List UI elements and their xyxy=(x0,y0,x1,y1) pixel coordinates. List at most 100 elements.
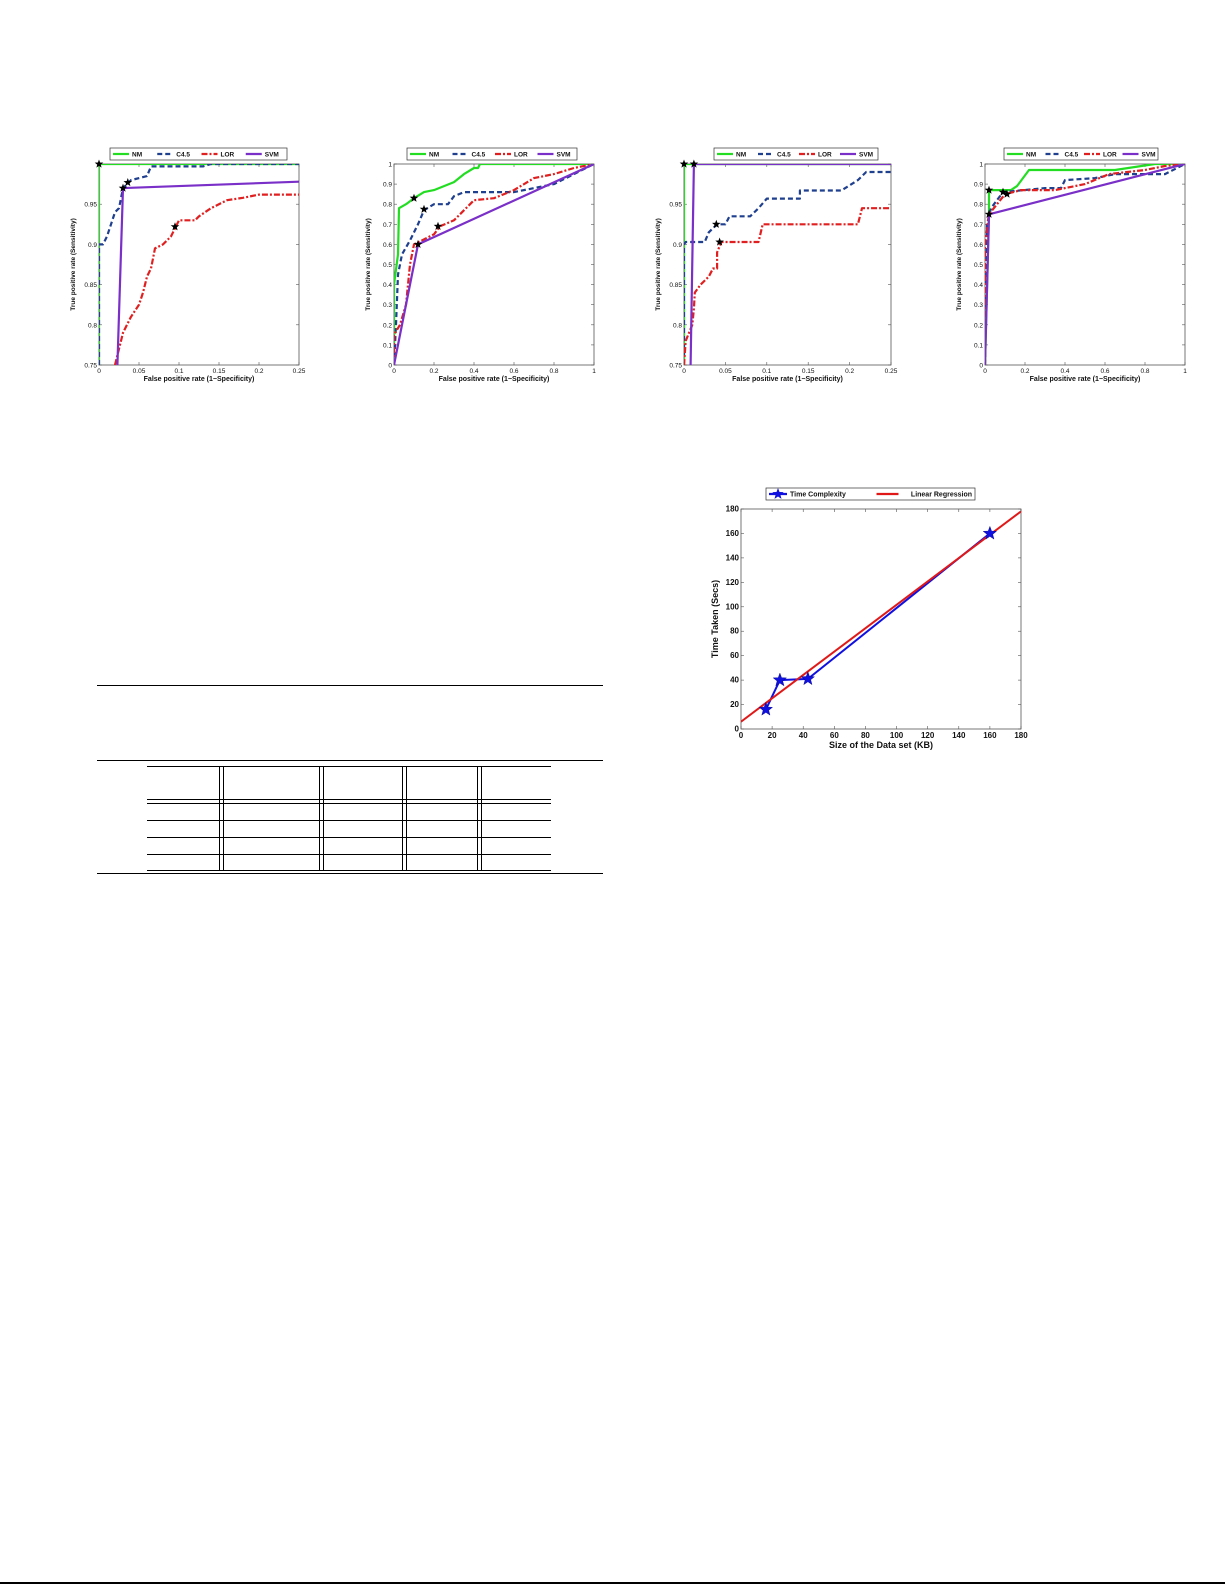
y-tick-label: 0.8 xyxy=(974,202,983,209)
x-tick-label: 140 xyxy=(952,731,966,740)
y-tick-label: 0.4 xyxy=(383,282,392,289)
x-tick-label: 0.05 xyxy=(719,368,732,375)
star-marker xyxy=(758,701,774,716)
y-tick-label: 60 xyxy=(730,651,739,660)
x-tick-label: 0.15 xyxy=(802,368,815,375)
x-tick-label: 0.25 xyxy=(885,368,898,375)
x-tick-label: 0 xyxy=(97,368,101,375)
plot-area xyxy=(98,163,300,366)
x-tick-label: 0.2 xyxy=(254,368,263,375)
x-tick-label: 160 xyxy=(983,731,997,740)
x-tick-label: 0.25 xyxy=(293,368,306,375)
y-tick-label: 0 xyxy=(979,363,983,370)
star-marker xyxy=(982,525,998,540)
roc-chart-3: 0 0.05 0.1 0.15 0.2 0.25 0.75 0.8 0.85 0.9 0.95 Fal… xyxy=(645,140,900,390)
table-col-divider xyxy=(319,766,320,871)
x-tick-label: 60 xyxy=(830,731,839,740)
legend-label: Time Complexity xyxy=(790,492,846,499)
x-tick-label: 0.05 xyxy=(133,368,146,375)
x-tick-label: 0.6 xyxy=(1100,368,1109,375)
y-tick-label: 0.6 xyxy=(974,242,983,249)
table-col-divider xyxy=(402,766,403,871)
x-tick-label: 40 xyxy=(799,731,808,740)
x-tick-label: 20 xyxy=(768,731,777,740)
roc-chart-3-svg: 0 0.05 0.1 0.15 0.2 0.25 0.75 0.8 0.85 0.9 0.95 Fal… xyxy=(655,147,898,383)
x-tick-label: 0.2 xyxy=(429,368,438,375)
y-tick-label: 0.7 xyxy=(974,222,983,229)
operating-point-star xyxy=(689,159,699,168)
table-row-line xyxy=(147,837,551,838)
y-tick-label: 0.85 xyxy=(669,282,682,289)
x-tick-label: 0.1 xyxy=(762,368,771,375)
plot-area xyxy=(683,163,892,366)
star-marker xyxy=(772,672,788,687)
operating-point-star xyxy=(118,183,128,192)
series-line-c4-5 xyxy=(684,170,891,365)
x-axis-label: False positive rate (1−Specificity) xyxy=(732,376,843,383)
roc-chart-2: 0 0.2 0.4 0.6 0.8 1 0 0.1 0.2 0.3 0.4 0.5 0.6 0.7 0.8 0… xyxy=(355,140,605,390)
roc-chart-1-svg: 0 0.05 0.1 0.15 0.2 0.25 0.75 0.8 0.85 0.9 0.95 Fal… xyxy=(70,147,306,383)
plot-area xyxy=(393,163,595,366)
y-axis-label: True positive rate (Sensitivity) xyxy=(655,218,662,310)
table-col-divider xyxy=(477,766,478,871)
x-tick-label: 0 xyxy=(739,731,744,740)
x-tick-label: 0 xyxy=(983,368,987,375)
series-line-lor xyxy=(684,207,891,365)
operating-point-star xyxy=(1002,189,1012,198)
y-tick-label: 100 xyxy=(726,602,740,611)
series-line-nm xyxy=(985,164,1185,365)
y-tick-label: 0.75 xyxy=(84,363,97,370)
y-tick-label: 0.4 xyxy=(974,282,983,289)
y-tick-label: 40 xyxy=(730,676,739,685)
x-tick-label: 0.2 xyxy=(1020,368,1029,375)
x-tick-label: 0.8 xyxy=(1140,368,1149,375)
x-tick-label: 0.8 xyxy=(549,368,558,375)
y-tick-label: 0.8 xyxy=(673,322,682,329)
y-tick-label: 120 xyxy=(726,578,740,587)
y-tick-label: 80 xyxy=(730,627,739,636)
legend-label: NM xyxy=(736,152,746,159)
legend-label: SVM xyxy=(1142,152,1156,159)
y-tick-label: 180 xyxy=(726,505,740,514)
y-tick-label: 0.1 xyxy=(974,342,983,349)
table-mid-rule xyxy=(97,760,603,761)
y-axis-label: Time Taken (Secs) xyxy=(710,580,720,658)
legend-label: C4.5 xyxy=(777,152,791,159)
legend-label: SVM xyxy=(557,152,571,159)
roc-chart-4-svg: 0 0.2 0.4 0.6 0.8 1 0 0.1 0.2 0.3 0.4 0.5 0.6 0.7 0.8 0… xyxy=(956,147,1187,383)
x-axis-label: False positive rate (1−Specificity) xyxy=(439,376,550,383)
y-tick-label: 0.5 xyxy=(383,262,392,269)
x-tick-label: 0.2 xyxy=(845,368,854,375)
legend-label: C4.5 xyxy=(176,152,190,159)
series-line-svm xyxy=(689,164,891,365)
table-header-double-line-1 xyxy=(147,799,551,800)
table-row-line xyxy=(147,854,551,855)
time-complexity-chart-svg: 0 20 40 60 80 100 120 140 160 180 0 20 40 60 80 100 120 1… xyxy=(710,487,1028,750)
star-marker xyxy=(800,671,816,686)
x-tick-label: 0.4 xyxy=(1060,368,1069,375)
series-line-c4-5 xyxy=(394,164,594,365)
legend xyxy=(1003,147,1159,161)
y-tick-label: 0 xyxy=(388,363,392,370)
operating-point-star xyxy=(170,222,180,231)
y-axis-label: True positive rate (Sensitivity) xyxy=(365,218,372,310)
time-complexity-chart: 0 20 40 60 80 100 120 140 160 180 0 20 40 60 80 100 120 1… xyxy=(700,480,1040,750)
y-tick-label: 1 xyxy=(979,162,983,169)
y-tick-label: 0.9 xyxy=(673,242,682,249)
legend-label: C4.5 xyxy=(472,152,486,159)
y-tick-label: 0 xyxy=(735,725,740,734)
operating-point-star xyxy=(413,239,423,248)
operating-point-star xyxy=(715,237,724,246)
x-tick-label: 0 xyxy=(392,368,396,375)
y-tick-label: 0.9 xyxy=(383,182,392,189)
y-tick-label: 140 xyxy=(726,553,740,562)
y-tick-label: 1 xyxy=(388,162,392,169)
roc-chart-4: 0 0.2 0.4 0.6 0.8 1 0 0.1 0.2 0.3 0.4 0.5 0.6 0.7 0.8 0… xyxy=(940,140,1195,390)
table-header-double-line-2 xyxy=(147,803,551,804)
operating-point-star xyxy=(433,221,443,230)
legend xyxy=(406,147,578,161)
x-tick-label: 80 xyxy=(861,731,870,740)
y-tick-label: 20 xyxy=(730,700,739,709)
legend xyxy=(765,487,976,501)
legend-label: LOR xyxy=(818,152,832,159)
